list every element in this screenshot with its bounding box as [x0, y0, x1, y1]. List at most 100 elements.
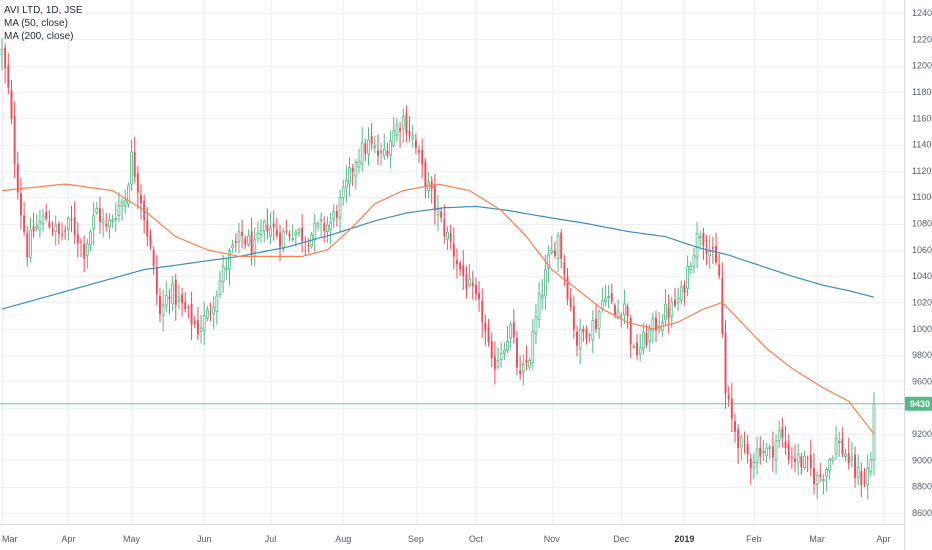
candle — [610, 283, 613, 305]
candle — [23, 201, 26, 237]
candle-body — [784, 441, 787, 448]
price-tick-label: 10400 — [912, 271, 932, 281]
price-tick-label: 8600 — [912, 508, 932, 518]
candle — [272, 210, 275, 241]
candle — [487, 318, 490, 347]
candle — [26, 226, 29, 267]
candle — [749, 453, 752, 485]
candle-body — [323, 223, 326, 232]
candle-body — [519, 370, 522, 375]
candle — [655, 310, 657, 343]
candle-body — [493, 356, 496, 370]
candle-body — [164, 295, 168, 307]
ma-50-legend[interactable]: MA (50, close) — [4, 18, 68, 29]
candle — [338, 189, 342, 232]
candle-body — [136, 173, 139, 193]
candle-body — [531, 331, 535, 363]
candle — [51, 221, 54, 237]
candle — [218, 270, 222, 299]
candle-body — [174, 280, 177, 306]
candle — [241, 219, 244, 249]
candle — [560, 228, 563, 269]
candle — [215, 290, 219, 325]
candle — [421, 138, 424, 179]
candle — [768, 444, 772, 460]
candle-body — [285, 231, 288, 233]
candle — [212, 296, 216, 329]
candle-body — [26, 233, 29, 258]
candle-body — [54, 224, 58, 232]
candle — [471, 270, 474, 300]
candle — [152, 246, 155, 276]
candle — [38, 209, 42, 238]
candle — [474, 277, 477, 301]
symbol-title[interactable]: AVI LTD, 1D, JSE — [4, 5, 83, 16]
candle — [408, 115, 411, 143]
candle — [869, 451, 873, 477]
candle-body — [727, 394, 730, 400]
candle — [92, 202, 95, 246]
candle — [224, 257, 228, 280]
candle — [759, 436, 762, 465]
candle — [433, 173, 436, 225]
candle-body — [869, 458, 873, 473]
candle-body — [262, 221, 266, 232]
ma-50-line — [1, 183, 875, 435]
candle — [506, 326, 509, 354]
price-tick-label: 11400 — [912, 140, 932, 150]
candle — [443, 204, 446, 244]
candle-body — [253, 239, 257, 253]
candle — [89, 229, 92, 252]
candle-body — [626, 306, 629, 317]
candle-body — [771, 446, 774, 458]
candle — [452, 227, 455, 270]
candle — [777, 420, 781, 449]
candle-body — [181, 294, 184, 304]
candle-body — [576, 331, 578, 346]
candle-body — [718, 264, 721, 277]
candle-body — [715, 246, 718, 263]
candle-body — [496, 359, 500, 368]
candle — [582, 325, 585, 342]
candle — [405, 105, 408, 143]
candle — [326, 216, 329, 243]
candle-body — [692, 255, 696, 267]
candle-body — [399, 128, 402, 132]
candle-body — [569, 297, 572, 307]
candle — [348, 157, 351, 197]
candle — [771, 431, 774, 472]
candle-body — [860, 471, 863, 485]
candle — [140, 184, 142, 220]
candle — [695, 222, 699, 269]
candle-body — [414, 140, 417, 148]
time-axis[interactable]: Mar Apr May Jun Jul Aug Sep Oct Nov Dec 2019 Feb Mar… — [2, 534, 890, 544]
time-tick-label: Aug — [335, 534, 351, 544]
price-tick-label: 10600 — [912, 245, 932, 255]
candle — [794, 444, 796, 473]
candle — [323, 216, 326, 243]
candle-body — [465, 274, 468, 290]
candle-body — [382, 149, 386, 157]
candle-body — [294, 231, 298, 235]
candle — [237, 222, 241, 254]
candle — [329, 212, 332, 245]
candle — [256, 221, 260, 243]
ma-200-legend[interactable]: MA (200, close) — [4, 31, 74, 42]
candle — [399, 121, 402, 148]
candle-body — [563, 262, 566, 275]
candle-body — [108, 219, 111, 228]
price-axis[interactable]: 8600880090009200940096009800100001020010… — [912, 8, 932, 518]
time-tick-label: Dec — [613, 534, 630, 544]
time-tick-label: 2019 — [674, 534, 694, 544]
price-tick-label: 11600 — [912, 113, 932, 123]
candle-body — [825, 469, 828, 477]
candle-body — [819, 474, 822, 477]
candle — [395, 117, 399, 142]
chart-legend: AVI LTD, 1D, JSE MA (50, close) MA (200,… — [4, 4, 83, 43]
candle — [108, 213, 111, 239]
candle-body — [743, 441, 746, 443]
candle-body — [269, 227, 272, 237]
candle — [863, 467, 866, 488]
candle — [95, 202, 99, 215]
